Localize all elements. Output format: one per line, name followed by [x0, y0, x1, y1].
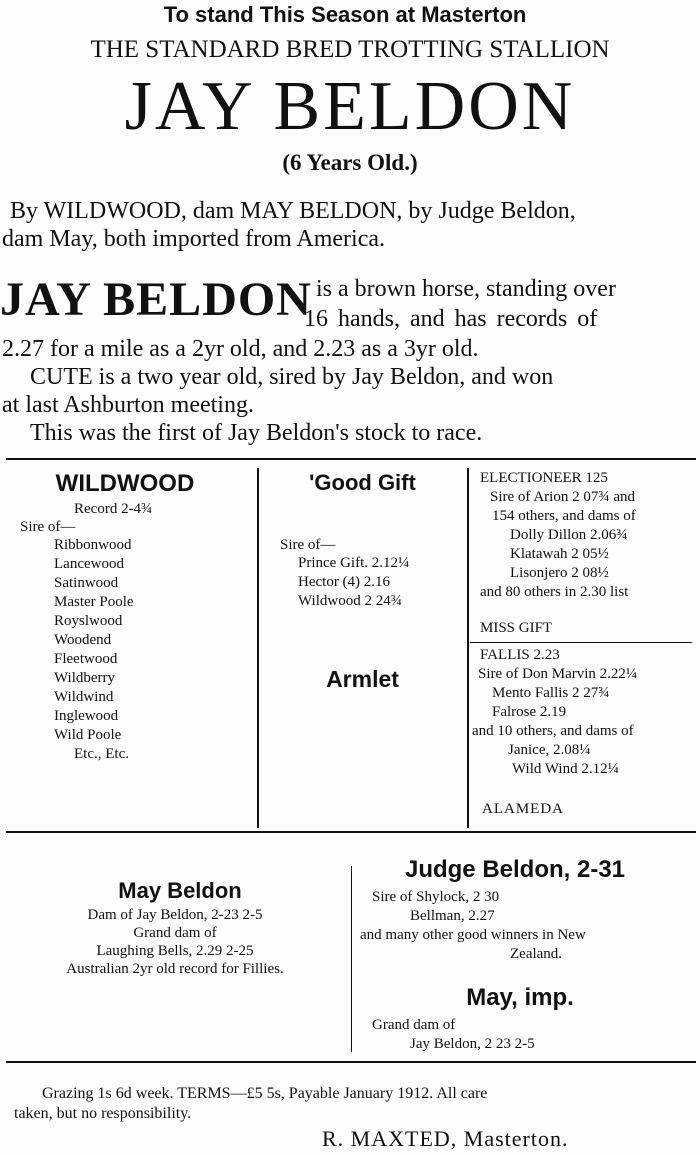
- pedigree-line: Zealand.: [510, 946, 563, 962]
- progeny-item: Woodend: [54, 632, 112, 648]
- electioneer-block: ELECTIONEER 125 Sire of Arion 2 07¾ and …: [480, 469, 636, 602]
- progeny-item: Ribbonwood: [54, 537, 132, 553]
- progeny-item: Wildwind: [54, 689, 114, 705]
- pedigree-line: Dolly Dillon 2.06¾: [510, 527, 628, 543]
- terms-line: Grazing 1s 6d week. TERMS—£5 5s, Payable…: [42, 1085, 488, 1102]
- pedigree-line: Mento Fallis 2 27¾: [492, 685, 610, 701]
- pedigree-line: 154 others, and dams of: [492, 508, 636, 524]
- terms-line: taken, but no responsibility.: [14, 1105, 192, 1122]
- progeny-item: Wildberry: [54, 670, 116, 686]
- progeny-item: Master Poole: [54, 594, 134, 610]
- pedigree-line: ELECTIONEER 125: [480, 470, 608, 486]
- description-line: 16 hands, and has records of: [304, 306, 598, 332]
- pedigree-line: and 10 others, and dams of: [472, 723, 634, 739]
- pedigree-line: Australian 2yr old record for Fillies.: [66, 961, 284, 977]
- breeding-line: By WILDWOOD, dam MAY BELDON, by Judge Be…: [10, 198, 576, 224]
- description-line: at last Ashburton meeting.: [2, 392, 254, 418]
- sire-of-label: Sire of—: [20, 519, 76, 535]
- pedigree-line: Sire of Don Marvin 2.22¼: [478, 666, 638, 682]
- sire-sire-name: 'Good Gift: [309, 470, 416, 495]
- divider: [470, 642, 692, 643]
- sire-of-label: Sire of—: [280, 537, 336, 553]
- alameda: ALAMEDA: [482, 801, 564, 817]
- subtitle: THE STANDARD BRED TROTTING STALLION: [90, 36, 610, 63]
- pedigree-line: Klatawah 2 05½: [510, 546, 609, 562]
- pedigree-line: Dam of Jay Beldon, 2-23 2-5: [87, 907, 263, 923]
- sire-record: Record 2-4¾: [74, 501, 153, 517]
- description-line: CUTE is a two year old, sired by Jay Bel…: [30, 364, 554, 390]
- dam-sire-block: Sire of Shylock, 2 30 Bellman, 2.27 and …: [360, 888, 586, 964]
- pedigree-line: Grand dam of: [133, 925, 217, 941]
- breeding-line: dam May, both imported from America.: [2, 226, 386, 252]
- pedigree-line: Sire of Arion 2 07¾ and: [490, 489, 635, 505]
- sire-sire-progeny: Prince Gift. 2.12¼ Hector (4) 2.16 Wildw…: [298, 554, 409, 611]
- dam-name: May Beldon: [118, 878, 242, 903]
- divider: [6, 831, 696, 833]
- pedigree-line: Sire of Shylock, 2 30: [372, 889, 500, 905]
- pedigree-line: Lisonjero 2 08½: [510, 565, 609, 581]
- progeny-item: Inglewood: [54, 708, 119, 724]
- dam-sire-name: Judge Beldon, 2-31: [404, 856, 626, 883]
- column-divider: [351, 866, 352, 1052]
- description-line: This was the first of Jay Beldon's stock…: [30, 420, 483, 446]
- pedigree-line: Janice, 2.08¼: [508, 742, 591, 758]
- progeny-item: Prince Gift. 2.12¼: [298, 555, 410, 571]
- age: (6 Years Old.): [282, 150, 418, 175]
- pedigree-line: and 80 others in 2.30 list: [480, 584, 629, 600]
- column-divider: [467, 468, 469, 828]
- progeny-item: Wildwood 2 24¾: [298, 593, 402, 609]
- miss-gift: MISS GIFT: [480, 620, 553, 636]
- divider: [6, 458, 696, 460]
- progeny-item: Hector (4) 2.16: [298, 574, 391, 590]
- pedigree-line: Bellman, 2.27: [410, 908, 495, 924]
- pedigree-line: Falrose 2.19: [492, 704, 567, 720]
- horse-name: JAY BELDON: [0, 273, 312, 326]
- pedigree-line: Laughing Bells, 2.29 2-25: [96, 943, 254, 959]
- progeny-item: Fleetwood: [54, 651, 118, 667]
- pedigree-line: Grand dam of: [372, 1017, 456, 1033]
- column-divider: [257, 468, 259, 828]
- description-line: is a brown horse, standing over: [316, 276, 616, 302]
- divider: [6, 1061, 696, 1063]
- progeny-item: Lancewood: [54, 556, 124, 572]
- dam-dam-name: May, imp.: [466, 984, 574, 1011]
- sire-dam-name: Armlet: [326, 666, 399, 692]
- sire-progeny-list: Ribbonwood Lancewood Satinwood Master Po…: [54, 536, 134, 764]
- pedigree-line: and many other good winners in New: [360, 927, 586, 943]
- owner-signature: R. MAXTED, Masterton.: [322, 1126, 569, 1151]
- progeny-item: Royslwood: [54, 613, 123, 629]
- dam-block: Dam of Jay Beldon, 2-23 2-5 Grand dam of…: [10, 906, 340, 978]
- intro-line: To stand This Season at Masterton: [163, 2, 527, 27]
- title: JAY BELDON: [124, 68, 576, 145]
- progeny-item: Satinwood: [54, 575, 119, 591]
- sire-name: WILDWOOD: [55, 470, 195, 497]
- pedigree-line: FALLIS 2.23: [480, 647, 560, 663]
- dam-dam-block: Grand dam of Jay Beldon, 2 23 2-5: [372, 1016, 535, 1054]
- fallis-block: FALLIS 2.23 Sire of Don Marvin 2.22¼ Men…: [472, 646, 637, 779]
- pedigree-line: Jay Beldon, 2 23 2-5: [410, 1036, 535, 1052]
- description-line: 2.27 for a mile as a 2yr old, and 2.23 a…: [2, 336, 479, 362]
- pedigree-line: Wild Wind 2.12¼: [512, 761, 619, 777]
- progeny-item: Etc., Etc.: [74, 746, 129, 762]
- progeny-item: Wild Poole: [54, 727, 122, 743]
